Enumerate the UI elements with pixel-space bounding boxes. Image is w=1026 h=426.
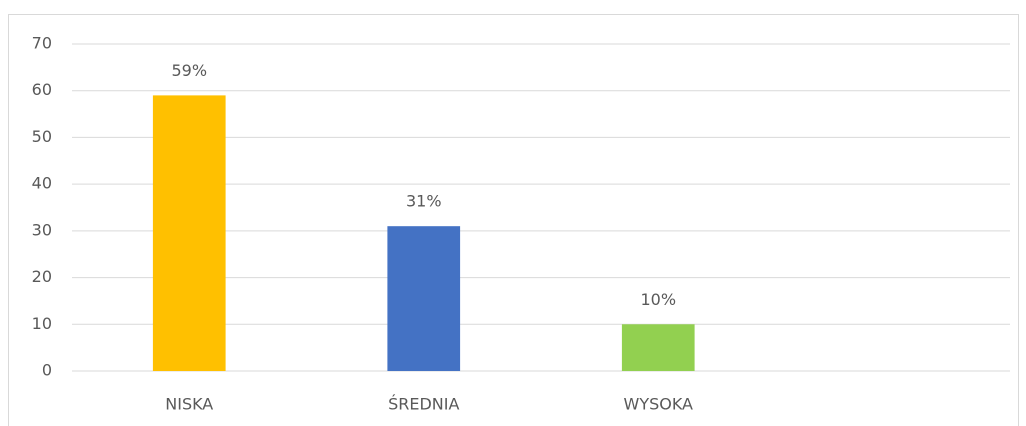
bar (387, 226, 461, 371)
y-tick-label: 30 (32, 220, 52, 239)
y-tick-label: 0 (42, 361, 52, 380)
y-tick-label: 70 (32, 34, 52, 53)
data-label: 10% (640, 290, 676, 309)
bar (152, 95, 226, 371)
data-label: 31% (406, 192, 442, 211)
data-label: 59% (171, 61, 207, 80)
bar (621, 324, 695, 371)
y-tick-label: 40 (32, 174, 52, 193)
x-tick-label: ŚREDNIA (388, 395, 459, 414)
y-tick-label: 10 (32, 314, 52, 333)
y-tick-label: 20 (32, 267, 52, 286)
y-tick-label: 50 (32, 127, 52, 146)
y-tick-label: 60 (32, 80, 52, 99)
x-tick-label: NISKA (165, 395, 213, 414)
x-tick-label: WYSOKA (624, 395, 694, 414)
chart-frame (8, 14, 1019, 426)
